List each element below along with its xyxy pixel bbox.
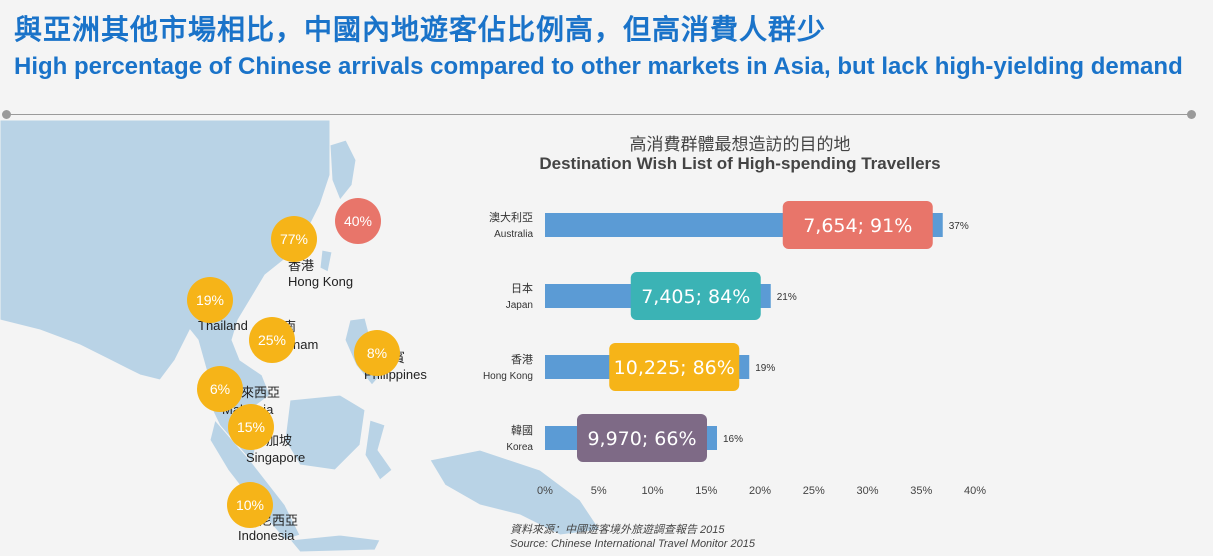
x-tick-label: 30% [856,485,878,497]
callout-label: 10,225; 86% [614,357,735,379]
map-badge-thailand-19: 19% [187,277,233,323]
header-divider [6,114,1193,115]
map-badge-indonesia-10: 10% [227,482,273,528]
map-badge-hongkong-77: 77% [271,216,317,262]
category-label-en: Japan [506,300,533,311]
map-badge-philippines-8: 8% [354,330,400,376]
map-badge-singapore-15: 15% [228,404,274,450]
chart-title: Destination Wish List of High-spending T… [539,154,941,173]
x-tick-label: 20% [749,485,771,497]
title-english: High percentage of Chinese arrivals comp… [14,53,1183,80]
map-label-indonesia-en: Indonesia [238,528,295,543]
category-label-en: Hong Kong [483,371,533,382]
callout-label: 7,654; 91% [803,215,912,237]
map-new-guinea [429,449,601,536]
callout-box [782,201,933,249]
map-badge-40: 40% [335,198,381,244]
bar-value-label: 19% [755,363,775,374]
map-label-vietnam-en: nam [293,337,319,352]
x-tick-label: 25% [803,485,825,497]
category-label-zh: 香港 [511,353,533,366]
x-tick-label: 10% [641,485,663,497]
callout-label: 9,970; 66% [587,428,696,450]
x-tick-label: 40% [964,485,986,497]
x-tick-label: 0% [537,485,553,497]
map-label-hongkong-en: Hong Kong [288,274,354,289]
x-tick-label: 35% [910,485,932,497]
source-note: 資料來源：中國遊客境外旅遊調查報告 2015 Source: Chinese I… [510,523,755,551]
divider-left-dot [2,110,11,119]
category-label-zh: 日本 [511,281,533,295]
map-japan [329,139,357,201]
map-label-singapore-zh: 加坡 [266,433,293,448]
category-label-zh: 韓國 [511,424,533,437]
category-label-zh: 澳大利亞 [489,210,533,224]
x-tick-label: 5% [591,485,607,497]
source-english: Source: Chinese International Travel Mon… [510,538,755,550]
callout-label: 7,405; 84% [641,286,750,308]
category-label-en: Australia [494,229,533,240]
map-badge-malaysia-6: 6% [197,366,243,412]
callout-box [577,414,707,462]
divider-right-dot [1187,110,1196,119]
chart-title-chinese: 高消費群體最想造訪的目的地 [629,135,851,155]
category-label-en: Korea [506,442,533,453]
bar-value-label: 21% [777,292,797,303]
bar-value-label: 16% [723,434,743,445]
source-chinese: 資料來源：中國遊客境外旅遊調查報告 2015 [510,524,725,536]
map-badge-vietnam-25: 25% [249,317,295,363]
x-tick-label: 15% [695,485,717,497]
callout-box [630,272,761,320]
map-label-singapore-en: Singapore [246,450,306,465]
map-borneo [284,394,366,471]
map-java [289,534,381,553]
bar-value-label: 37% [949,221,969,232]
map-sulawesi [364,419,393,481]
map-sumatra [209,418,301,541]
title-chinese: 與亞洲其他市場相比，中國內地遊客佔比例高，但高消費人群少 [14,13,827,46]
map-taiwan [319,249,333,273]
callout-box [609,343,740,391]
